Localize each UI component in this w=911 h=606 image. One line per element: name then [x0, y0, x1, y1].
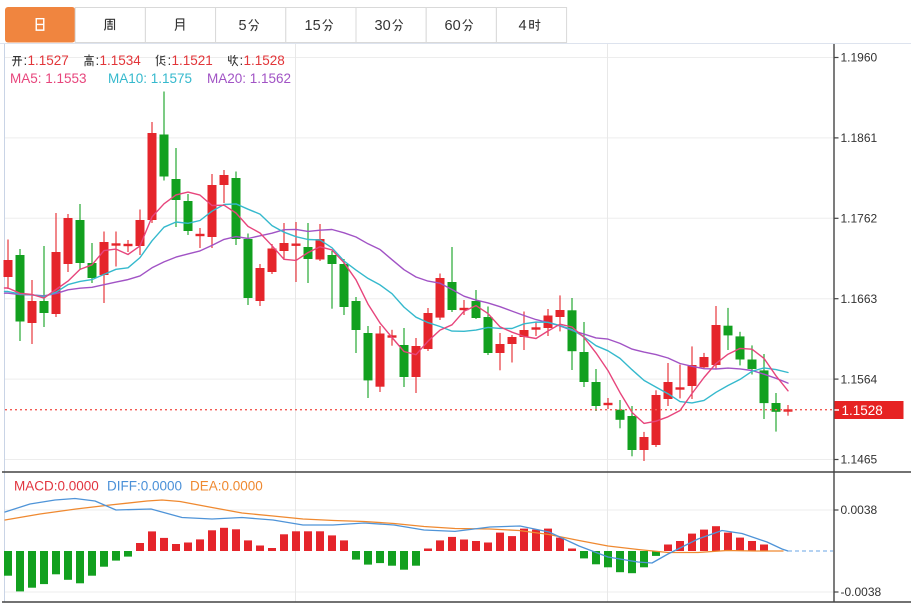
svg-text:MA20: 1.1562: MA20: 1.1562: [207, 71, 291, 86]
svg-text:1.1960: 1.1960: [841, 51, 878, 65]
svg-text:DIFF:0.0000: DIFF:0.0000: [107, 479, 182, 494]
svg-text::: :: [168, 53, 172, 68]
svg-text:MA5: 1.1553: MA5: 1.1553: [10, 71, 87, 86]
svg-text:60: 60: [445, 18, 461, 34]
svg-text:1.1762: 1.1762: [841, 212, 878, 226]
svg-text::: :: [240, 53, 244, 68]
svg-text:5: 5: [239, 18, 247, 34]
svg-text:1.1564: 1.1564: [841, 372, 878, 386]
svg-text:1.1663: 1.1663: [841, 292, 878, 306]
svg-text:15: 15: [305, 18, 321, 34]
svg-text::: :: [96, 53, 100, 68]
svg-text:4: 4: [519, 18, 527, 34]
svg-text:1.1534: 1.1534: [100, 53, 142, 68]
svg-text::: :: [24, 53, 28, 68]
svg-text:-0.0038: -0.0038: [841, 585, 882, 599]
svg-text:30: 30: [375, 18, 391, 34]
svg-text:MACD:0.0000: MACD:0.0000: [14, 479, 99, 494]
svg-text:1.1528: 1.1528: [244, 53, 285, 68]
svg-text:DEA:0.0000: DEA:0.0000: [190, 479, 263, 494]
svg-text:1.1528: 1.1528: [842, 403, 883, 418]
svg-text:MA10: 1.1575: MA10: 1.1575: [108, 71, 192, 86]
svg-text:1.1861: 1.1861: [841, 131, 878, 145]
svg-text:1.1527: 1.1527: [28, 53, 69, 68]
svg-text:1.1521: 1.1521: [172, 53, 213, 68]
svg-text:0.0038: 0.0038: [841, 503, 878, 517]
svg-text:1.1465: 1.1465: [841, 453, 878, 467]
